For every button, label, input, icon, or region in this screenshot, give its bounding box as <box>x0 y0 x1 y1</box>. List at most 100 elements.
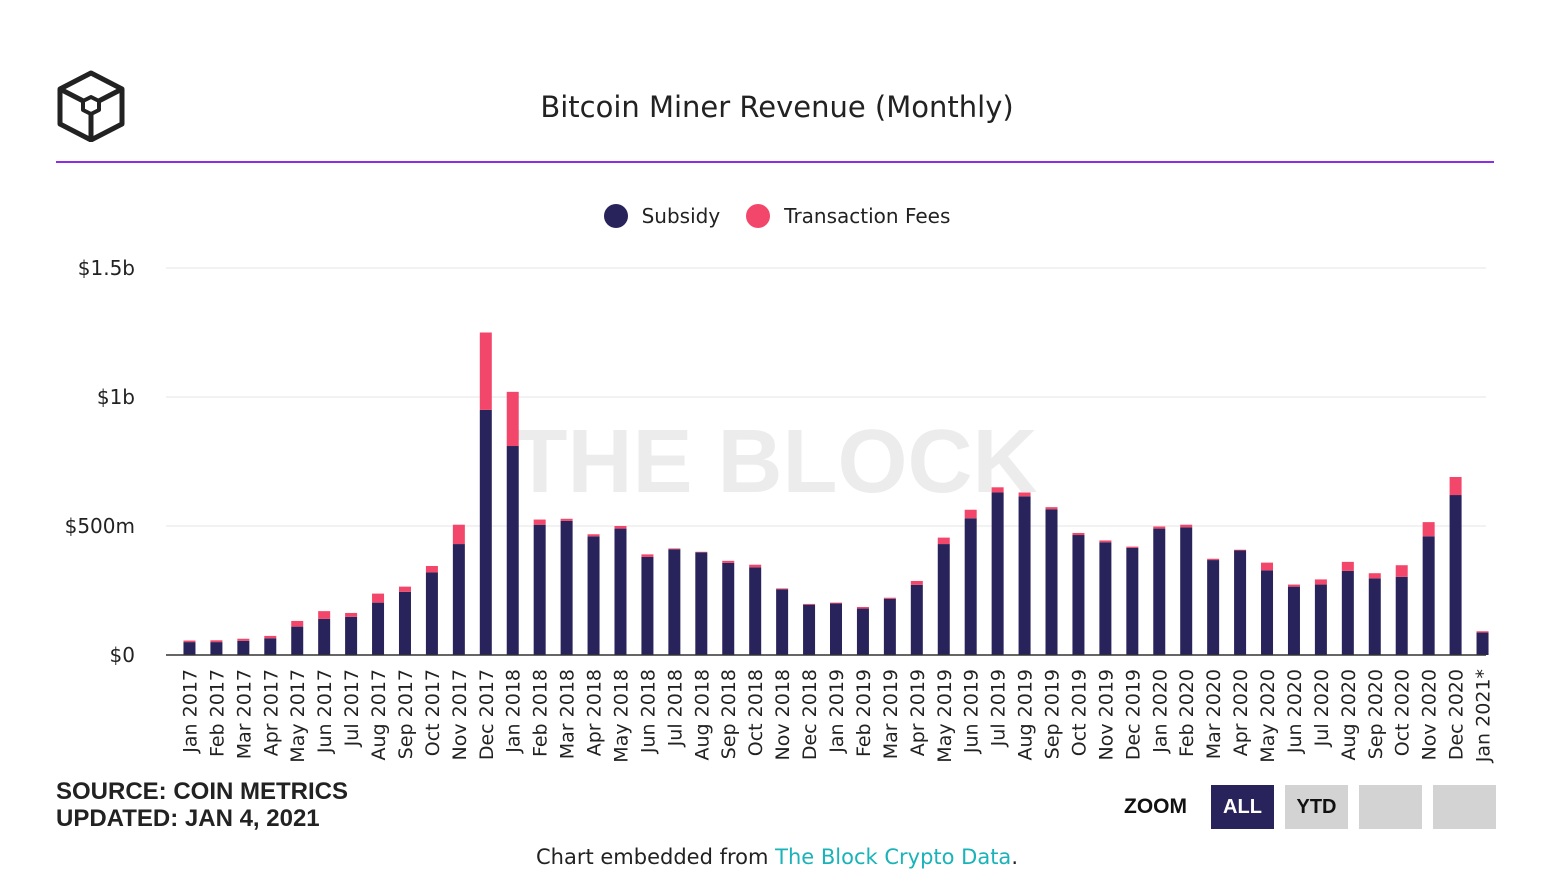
bar-transaction-fees[interactable] <box>937 537 950 545</box>
bar-subsidy[interactable] <box>1395 576 1408 655</box>
bar-transaction-fees[interactable] <box>1287 584 1300 587</box>
bar-subsidy[interactable] <box>1287 586 1300 655</box>
bar-transaction-fees[interactable] <box>398 586 411 592</box>
bar-transaction-fees[interactable] <box>587 534 600 537</box>
bar-subsidy[interactable] <box>479 409 492 655</box>
bar-subsidy[interactable] <box>291 626 304 655</box>
bar-transaction-fees[interactable] <box>668 548 681 550</box>
bar-transaction-fees[interactable] <box>560 518 573 521</box>
bar-transaction-fees[interactable] <box>695 551 708 553</box>
bar-subsidy[interactable] <box>1153 528 1166 655</box>
bar-subsidy[interactable] <box>803 604 816 655</box>
bar-subsidy[interactable] <box>506 446 519 655</box>
bar-transaction-fees[interactable] <box>1314 579 1327 585</box>
bar-subsidy[interactable] <box>1045 509 1058 655</box>
bar-transaction-fees[interactable] <box>1234 549 1247 551</box>
bar-transaction-fees[interactable] <box>345 612 358 617</box>
bar-transaction-fees[interactable] <box>641 554 654 557</box>
bar-transaction-fees[interactable] <box>991 487 1004 493</box>
bar-subsidy[interactable] <box>1099 542 1112 655</box>
bar-transaction-fees[interactable] <box>1476 631 1489 633</box>
bar-transaction-fees[interactable] <box>1153 526 1166 529</box>
bar-subsidy[interactable] <box>452 544 465 655</box>
bar-transaction-fees[interactable] <box>1018 492 1031 497</box>
bar-subsidy[interactable] <box>425 572 438 655</box>
legend-item-subsidy[interactable]: Subsidy <box>603 204 720 228</box>
bar-subsidy[interactable] <box>776 589 789 655</box>
bar-subsidy[interactable] <box>641 556 654 655</box>
bar-transaction-fees[interactable] <box>479 332 492 410</box>
bar-transaction-fees[interactable] <box>722 560 735 563</box>
bar-transaction-fees[interactable] <box>237 638 250 641</box>
bar-subsidy[interactable] <box>1314 584 1327 655</box>
bar-transaction-fees[interactable] <box>506 391 519 447</box>
bar-transaction-fees[interactable] <box>533 519 546 525</box>
bar-transaction-fees[interactable] <box>1207 558 1220 561</box>
bar-transaction-fees[interactable] <box>1449 476 1462 496</box>
zoom-button-4[interactable] <box>1433 785 1496 829</box>
bar-transaction-fees[interactable] <box>614 526 627 529</box>
bar-subsidy[interactable] <box>264 638 277 655</box>
bar-subsidy[interactable] <box>1207 560 1220 655</box>
bar-subsidy[interactable] <box>722 562 735 655</box>
bar-subsidy[interactable] <box>749 567 762 655</box>
bar-transaction-fees[interactable] <box>210 640 223 643</box>
legend-item-transaction-fees[interactable]: Transaction Fees <box>746 204 950 228</box>
bar-transaction-fees[interactable] <box>1126 546 1139 548</box>
bar-transaction-fees[interactable] <box>452 524 465 545</box>
bar-transaction-fees[interactable] <box>749 564 762 568</box>
bar-transaction-fees[interactable] <box>1072 532 1085 536</box>
bar-transaction-fees[interactable] <box>425 565 438 573</box>
bar-subsidy[interactable] <box>1449 495 1462 655</box>
bar-subsidy[interactable] <box>1126 547 1139 655</box>
zoom-all-button[interactable]: ALL <box>1211 785 1274 829</box>
bar-subsidy[interactable] <box>937 544 950 655</box>
bar-transaction-fees[interactable] <box>1261 562 1274 571</box>
bar-transaction-fees[interactable] <box>776 588 789 590</box>
zoom-ytd-button[interactable]: YTD <box>1285 785 1348 829</box>
bar-transaction-fees[interactable] <box>318 611 331 619</box>
bar-transaction-fees[interactable] <box>1180 524 1193 528</box>
the-block-crypto-data-link[interactable]: The Block Crypto Data <box>775 845 1012 869</box>
bar-subsidy[interactable] <box>1476 632 1489 655</box>
bar-transaction-fees[interactable] <box>264 635 277 639</box>
bar-subsidy[interactable] <box>1018 496 1031 655</box>
bar-transaction-fees[interactable] <box>830 602 842 604</box>
bar-transaction-fees[interactable] <box>856 607 869 609</box>
zoom-button-3[interactable] <box>1359 785 1422 829</box>
bar-subsidy[interactable] <box>1180 527 1193 655</box>
bar-subsidy[interactable] <box>883 598 896 655</box>
bar-transaction-fees[interactable] <box>803 603 816 605</box>
bar-transaction-fees[interactable] <box>1341 561 1354 571</box>
bar-subsidy[interactable] <box>345 616 358 655</box>
bar-transaction-fees[interactable] <box>183 640 196 643</box>
bar-transaction-fees[interactable] <box>291 620 304 627</box>
bar-subsidy[interactable] <box>668 549 681 655</box>
bar-transaction-fees[interactable] <box>964 509 977 519</box>
bar-subsidy[interactable] <box>856 608 869 655</box>
bar-transaction-fees[interactable] <box>1395 565 1408 577</box>
bar-subsidy[interactable] <box>910 584 923 655</box>
bar-subsidy[interactable] <box>560 520 573 655</box>
bar-transaction-fees[interactable] <box>1045 507 1058 510</box>
bar-subsidy[interactable] <box>830 603 842 655</box>
bar-transaction-fees[interactable] <box>1099 540 1112 543</box>
bar-subsidy[interactable] <box>1422 536 1435 655</box>
bar-subsidy[interactable] <box>210 642 223 655</box>
bar-subsidy[interactable] <box>1261 570 1274 655</box>
bar-subsidy[interactable] <box>237 640 250 655</box>
bar-subsidy[interactable] <box>695 552 708 655</box>
bar-transaction-fees[interactable] <box>910 580 923 585</box>
bar-transaction-fees[interactable] <box>1368 573 1381 579</box>
bar-subsidy[interactable] <box>398 591 411 655</box>
bar-subsidy[interactable] <box>1341 570 1354 655</box>
bar-transaction-fees[interactable] <box>372 593 385 603</box>
bar-subsidy[interactable] <box>614 528 627 655</box>
bar-subsidy[interactable] <box>372 602 385 655</box>
bar-subsidy[interactable] <box>964 518 977 655</box>
bar-subsidy[interactable] <box>991 492 1004 655</box>
bar-subsidy[interactable] <box>533 524 546 655</box>
bar-subsidy[interactable] <box>1072 535 1085 655</box>
bar-subsidy[interactable] <box>1234 550 1247 655</box>
bar-subsidy[interactable] <box>318 618 331 655</box>
